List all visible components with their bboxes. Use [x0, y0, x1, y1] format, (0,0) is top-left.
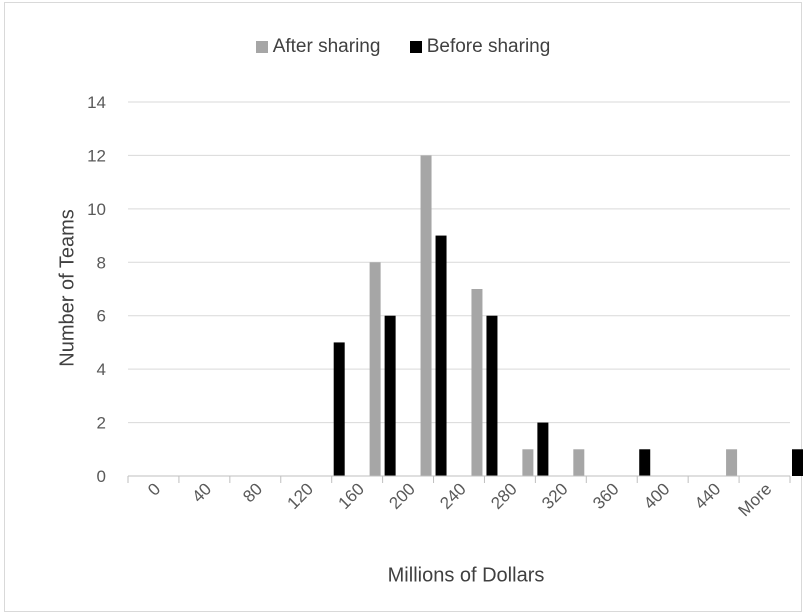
y-tick-label-14: 14: [87, 93, 106, 112]
bar-before-sharing-120: [333, 342, 345, 476]
legend-item-after-sharing: After sharing: [255, 36, 381, 58]
x-tick-label-280: 280: [487, 479, 520, 512]
y-tick-label-12: 12: [87, 146, 106, 165]
chart-legend: After sharing Before sharing: [0, 36, 806, 58]
x-tick-label-320: 320: [538, 479, 571, 512]
x-tick-label-160: 160: [334, 479, 367, 512]
x-tick-label-360: 360: [589, 479, 622, 512]
bar-before-sharing-280: [537, 422, 549, 476]
chart-frame: [4, 2, 802, 612]
y-tick-label-0: 0: [97, 467, 106, 486]
x-tick-label-0: 0: [144, 479, 164, 499]
x-tick-label-440: 440: [691, 479, 724, 512]
bar-after-sharing-440: [726, 449, 738, 476]
legend-label-after-sharing: After sharing: [272, 36, 381, 57]
bar-after-sharing-280: [522, 449, 534, 476]
bar-before-sharing-more: [792, 449, 803, 476]
legend-swatch-after-sharing: [255, 41, 268, 53]
legend-swatch-before-sharing: [409, 41, 422, 53]
y-tick-label-4: 4: [97, 360, 106, 379]
bar-before-sharing-200: [435, 235, 447, 476]
y-tick-label-8: 8: [97, 253, 106, 272]
legend-item-before-sharing: Before sharing: [409, 36, 551, 58]
x-tick-label-400: 400: [640, 479, 673, 512]
x-tick-label-200: 200: [385, 479, 418, 512]
x-tick-label-more: More: [735, 479, 776, 520]
bar-after-sharing-160: [369, 262, 381, 476]
x-tick-label-120: 120: [284, 479, 317, 512]
x-tick-label-240: 240: [436, 479, 469, 512]
y-tick-label-6: 6: [97, 307, 106, 326]
y-tick-label-2: 2: [97, 414, 106, 433]
bar-after-sharing-240: [471, 289, 483, 476]
legend-label-before-sharing: Before sharing: [426, 36, 551, 57]
x-tick-label-40: 40: [188, 479, 215, 506]
bar-after-sharing-320: [573, 449, 585, 476]
bar-after-sharing-200: [420, 155, 432, 476]
x-axis-title: Millions of Dollars: [387, 564, 545, 587]
x-tick-label-80: 80: [239, 479, 266, 506]
bar-before-sharing-360: [639, 449, 651, 476]
bar-before-sharing-160: [384, 315, 396, 476]
y-tick-label-10: 10: [87, 200, 106, 219]
bar-before-sharing-240: [486, 315, 498, 476]
